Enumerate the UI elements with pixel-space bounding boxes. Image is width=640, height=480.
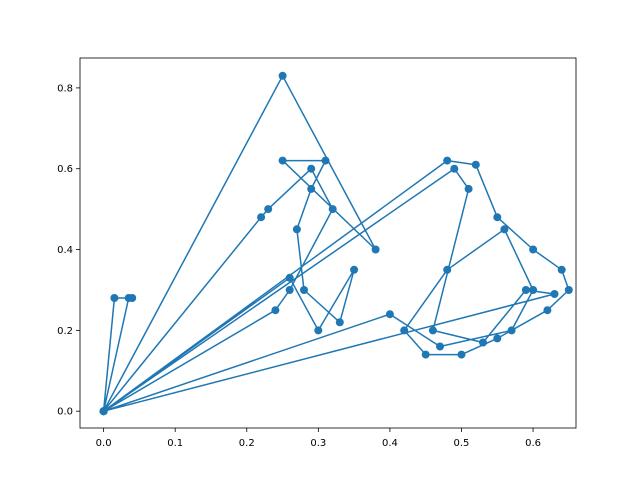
- data-point: [307, 184, 316, 193]
- data-point: [493, 213, 502, 222]
- data-point: [285, 273, 294, 282]
- x-tick-label: 0.3: [310, 438, 326, 449]
- x-tick-label: 0.2: [239, 438, 255, 449]
- data-point: [471, 160, 480, 169]
- data-point: [564, 286, 573, 294]
- data-point: [278, 71, 287, 80]
- data-point: [350, 265, 359, 274]
- y-tick-label: 0.6: [57, 164, 73, 175]
- data-point: [436, 342, 444, 351]
- data-point: [300, 286, 308, 294]
- plot-area: [80, 58, 576, 428]
- data-point: [443, 156, 452, 165]
- data-point: [385, 310, 394, 319]
- data-point: [264, 205, 273, 214]
- data-point: [307, 164, 316, 173]
- data-point: [400, 326, 409, 335]
- data-point: [557, 265, 566, 274]
- plot-frame: [79, 57, 577, 429]
- x-tick-label: 0.4: [382, 438, 398, 449]
- data-point: [521, 286, 530, 294]
- data-point: [529, 245, 538, 254]
- data-point: [493, 334, 502, 343]
- data-point: [335, 318, 344, 327]
- data-point: [321, 156, 330, 165]
- y-axis: 0.0 0.2 0.4 0.6 0.8: [57, 83, 80, 418]
- x-axis: 0.0 0.1 0.2 0.3 0.4 0.5 0.6: [96, 428, 541, 449]
- data-point: [271, 306, 280, 315]
- data-point: [285, 286, 294, 294]
- data-point: [507, 326, 516, 335]
- data-point: [464, 184, 473, 193]
- data-point: [443, 265, 452, 274]
- data-point: [314, 326, 323, 335]
- data-point: [550, 290, 559, 298]
- data-point: [99, 407, 108, 416]
- data-point: [110, 294, 119, 302]
- y-tick-label: 0.8: [57, 83, 73, 94]
- x-tick-label: 0.5: [454, 438, 470, 449]
- data-point: [421, 350, 430, 359]
- data-point: [529, 286, 538, 294]
- series-layer: [99, 71, 573, 416]
- data-point: [500, 225, 509, 234]
- data-point: [257, 213, 266, 222]
- data-point: [328, 205, 337, 214]
- x-tick-label: 0.1: [167, 438, 183, 449]
- data-point: [543, 306, 552, 315]
- y-tick-label: 0.0: [57, 407, 73, 418]
- data-point: [479, 338, 487, 347]
- data-point: [428, 326, 437, 335]
- y-tick-label: 0.4: [57, 245, 73, 256]
- data-point: [292, 225, 301, 234]
- x-tick-label: 0.6: [525, 438, 541, 449]
- x-tick-label: 0.0: [96, 438, 112, 449]
- data-point: [457, 350, 466, 359]
- data-point: [450, 164, 459, 173]
- data-point: [124, 294, 133, 302]
- y-tick-label: 0.2: [57, 326, 73, 337]
- data-point: [278, 156, 287, 165]
- data-point: [371, 245, 380, 254]
